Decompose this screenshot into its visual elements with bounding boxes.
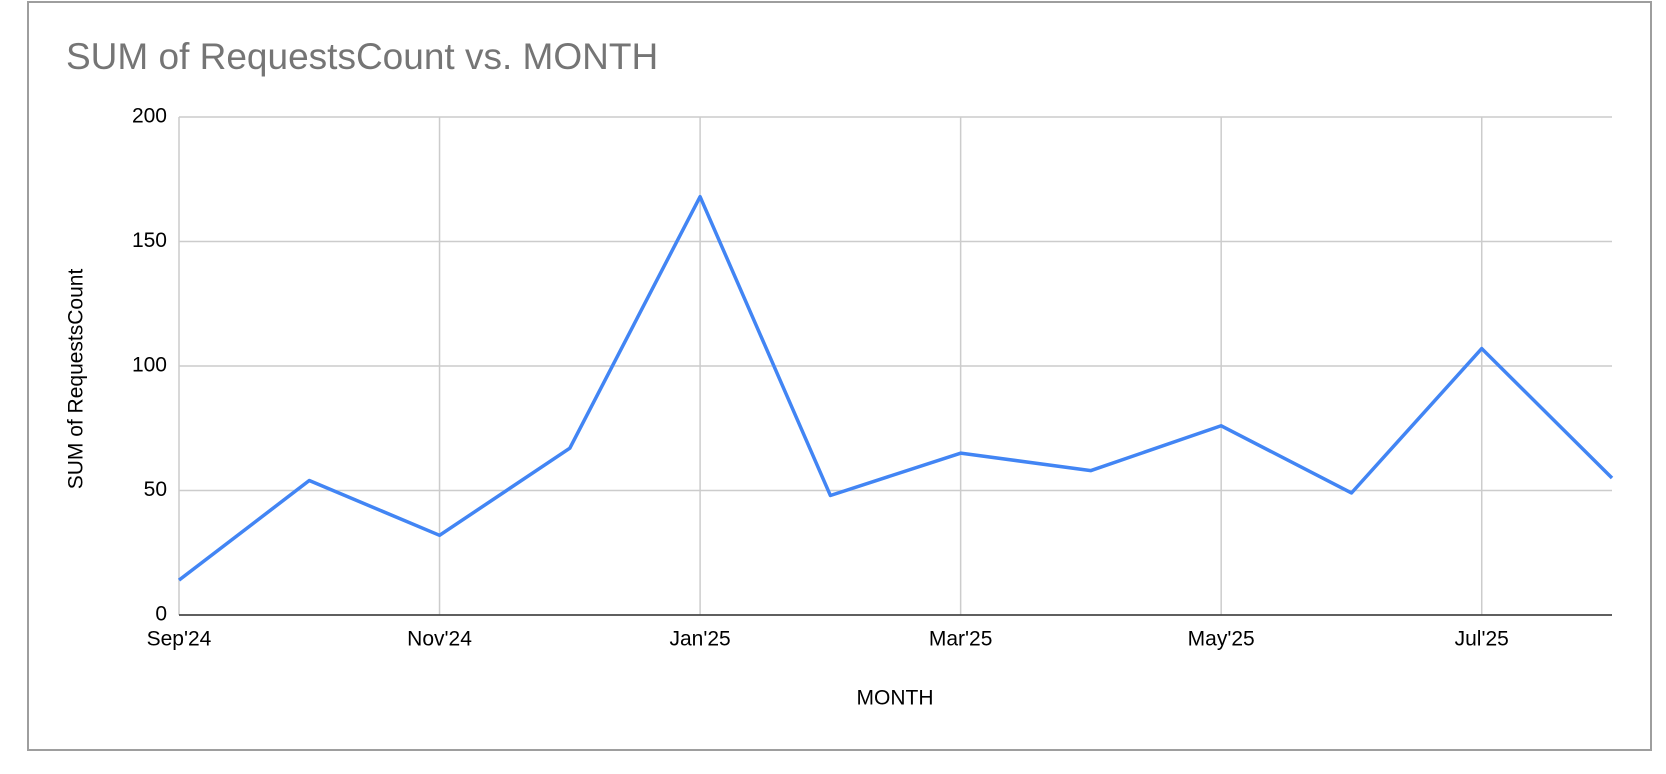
x-tick-label: Jul'25 xyxy=(1455,628,1509,651)
x-tick-label: Sep'24 xyxy=(147,628,212,651)
chart-frame xyxy=(27,1,1652,751)
x-tick-label: May'25 xyxy=(1188,628,1255,651)
data-line xyxy=(177,194,1614,582)
x-tick-label: Jan'25 xyxy=(669,628,730,651)
x-tick-label: Mar'25 xyxy=(929,628,993,651)
x-tick-label: Nov'24 xyxy=(407,628,472,651)
y-tick-label: 200 xyxy=(132,105,167,128)
y-axis-title: SUM of RequestsCount xyxy=(65,269,88,490)
y-tick-label: 150 xyxy=(132,229,167,252)
y-tick-label: 100 xyxy=(132,354,167,377)
chart-title: SUM of RequestsCount vs. MONTH xyxy=(66,36,658,77)
y-tick-label: 50 xyxy=(144,478,167,501)
x-axis-title: MONTH xyxy=(857,687,934,710)
y-tick-label: 0 xyxy=(155,603,167,626)
